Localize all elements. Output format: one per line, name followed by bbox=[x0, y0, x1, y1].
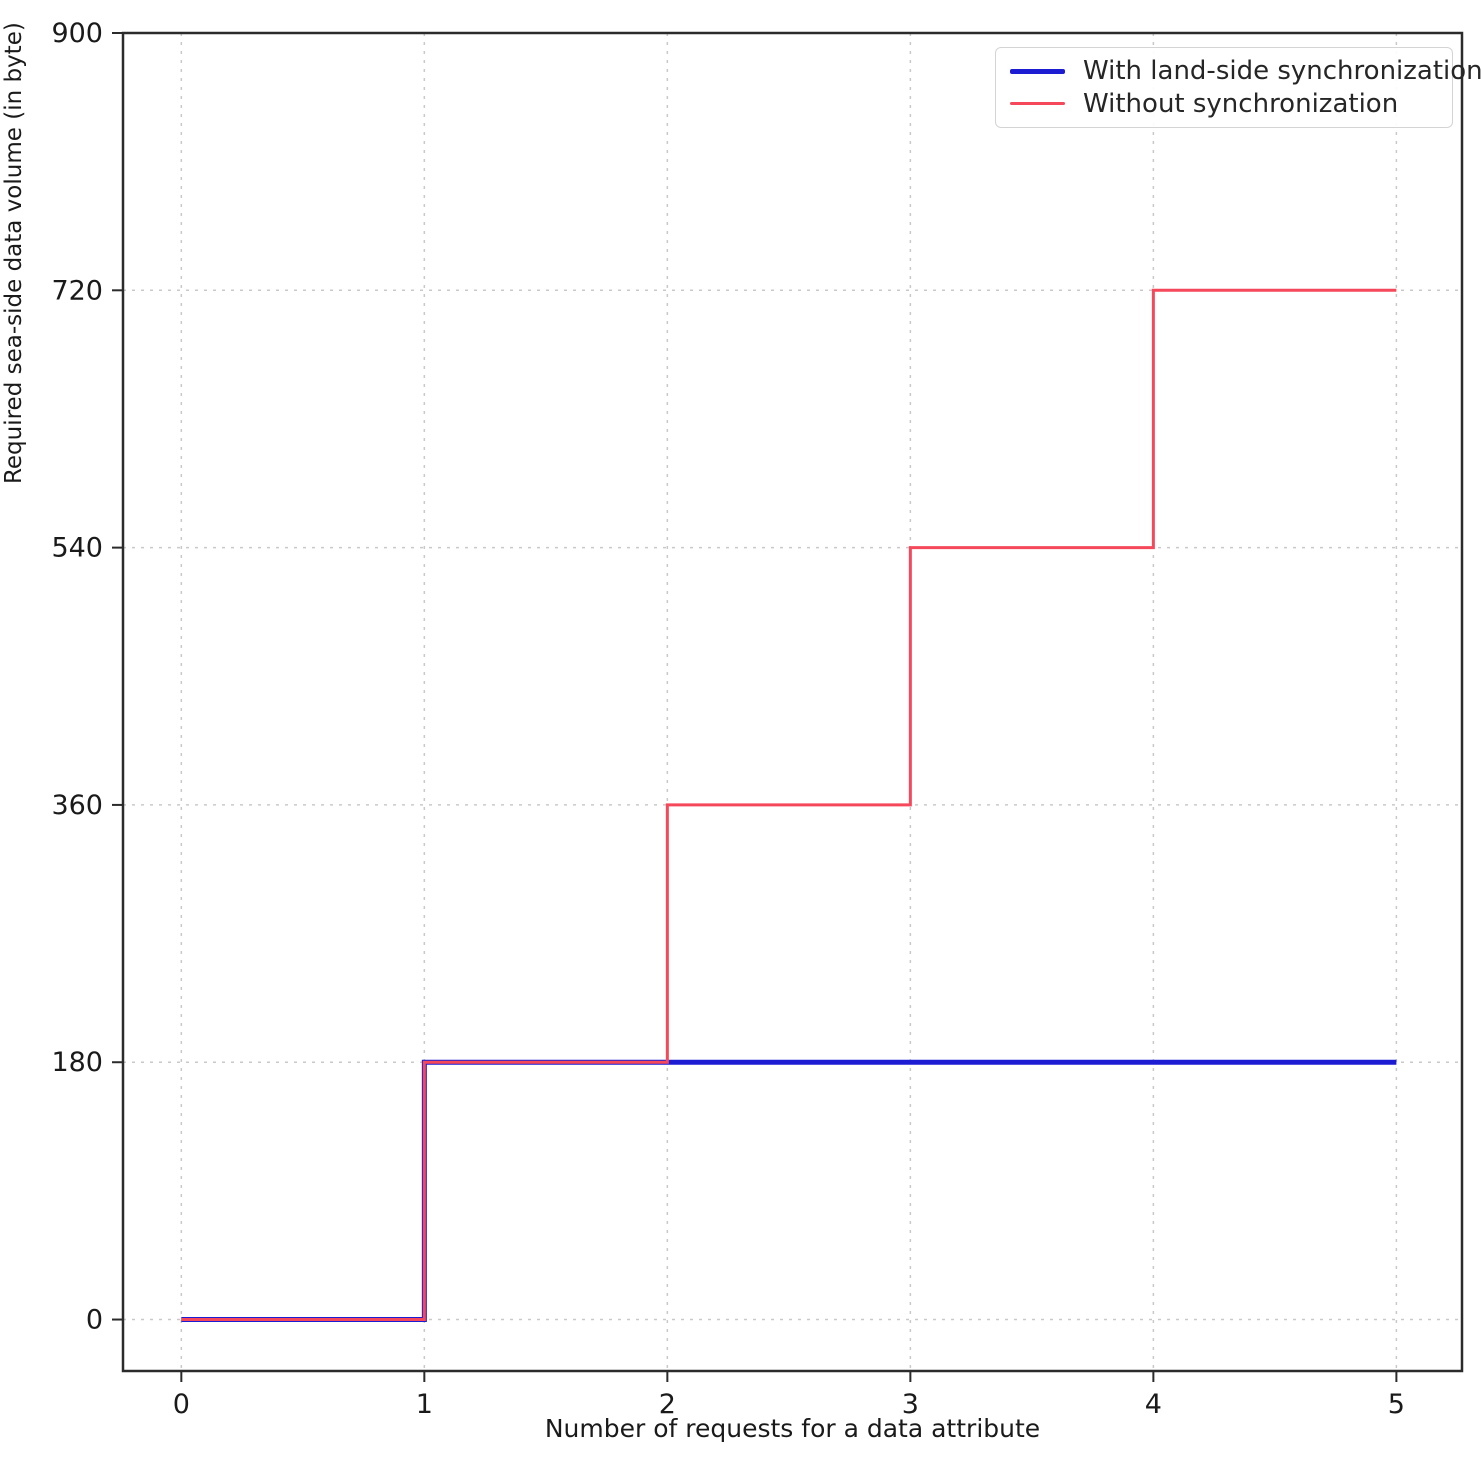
series-line-1 bbox=[181, 288, 1397, 1322]
legend-label: Without synchronization bbox=[1083, 88, 1399, 119]
legend: With land-side synchronization Without s… bbox=[995, 47, 1481, 128]
y-tick-label: 360 bbox=[51, 790, 103, 821]
y-tick-label: 900 bbox=[51, 18, 103, 49]
y-tick-label: 720 bbox=[51, 275, 103, 306]
legend-line-swatch-red bbox=[1010, 102, 1065, 106]
x-tick-label: 1 bbox=[416, 1389, 433, 1420]
x-tick-label: 0 bbox=[173, 1389, 190, 1420]
tick-marks bbox=[112, 32, 1398, 1382]
legend-item: With land-side synchronization bbox=[1010, 58, 1481, 84]
x-axis-label: Number of requests for a data attribute bbox=[544, 1414, 1041, 1443]
gridlines bbox=[123, 32, 1462, 1371]
y-tick-label: 540 bbox=[51, 533, 103, 564]
legend-line-swatch-blue bbox=[1010, 68, 1065, 74]
x-tick-label: 2 bbox=[659, 1389, 676, 1420]
series-line-0 bbox=[181, 1059, 1397, 1323]
plot-spines bbox=[121, 31, 1464, 1373]
x-tick-label: 5 bbox=[1388, 1389, 1405, 1420]
y-tick-label: 0 bbox=[86, 1305, 103, 1336]
x-tick-label: 3 bbox=[902, 1389, 919, 1420]
x-tick-label: 4 bbox=[1145, 1389, 1162, 1420]
x-tick-labels: 0 1 2 3 4 5 bbox=[173, 1389, 1405, 1420]
y-tick-labels: 0 180 360 540 720 900 bbox=[51, 18, 103, 1336]
y-tick-label: 180 bbox=[51, 1047, 103, 1078]
legend-label: With land-side synchronization bbox=[1083, 56, 1481, 87]
y-axis-label: Required sea-side data volume (in byte) bbox=[1, 22, 27, 485]
legend-item: Without synchronization bbox=[1010, 91, 1442, 117]
